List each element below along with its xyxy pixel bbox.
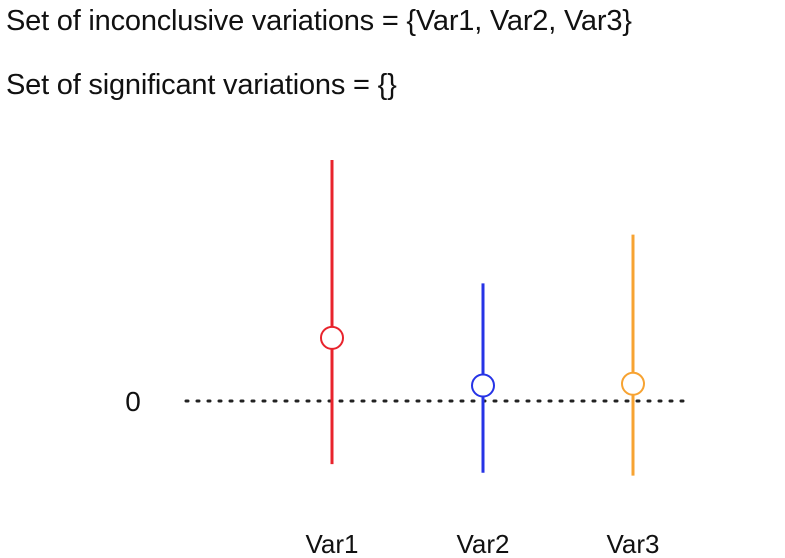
estimate-point-var3 bbox=[621, 371, 645, 396]
x-tick-labels: Var1 Var2 Var3 bbox=[306, 529, 660, 558]
estimate-point-var1 bbox=[320, 325, 344, 350]
x-tick-label-var2: Var2 bbox=[457, 529, 510, 558]
significant-set-caption: Set of significant variations = {} bbox=[6, 69, 397, 101]
inconclusive-set-caption: Set of inconclusive variations = {Var1, … bbox=[6, 5, 632, 37]
x-tick-label-var3: Var3 bbox=[607, 529, 660, 558]
x-tick-label-var1: Var1 bbox=[306, 529, 359, 558]
y-tick-label-zero: 0 bbox=[125, 386, 141, 417]
interval-marks bbox=[320, 160, 645, 476]
estimate-point-var2 bbox=[471, 373, 495, 398]
